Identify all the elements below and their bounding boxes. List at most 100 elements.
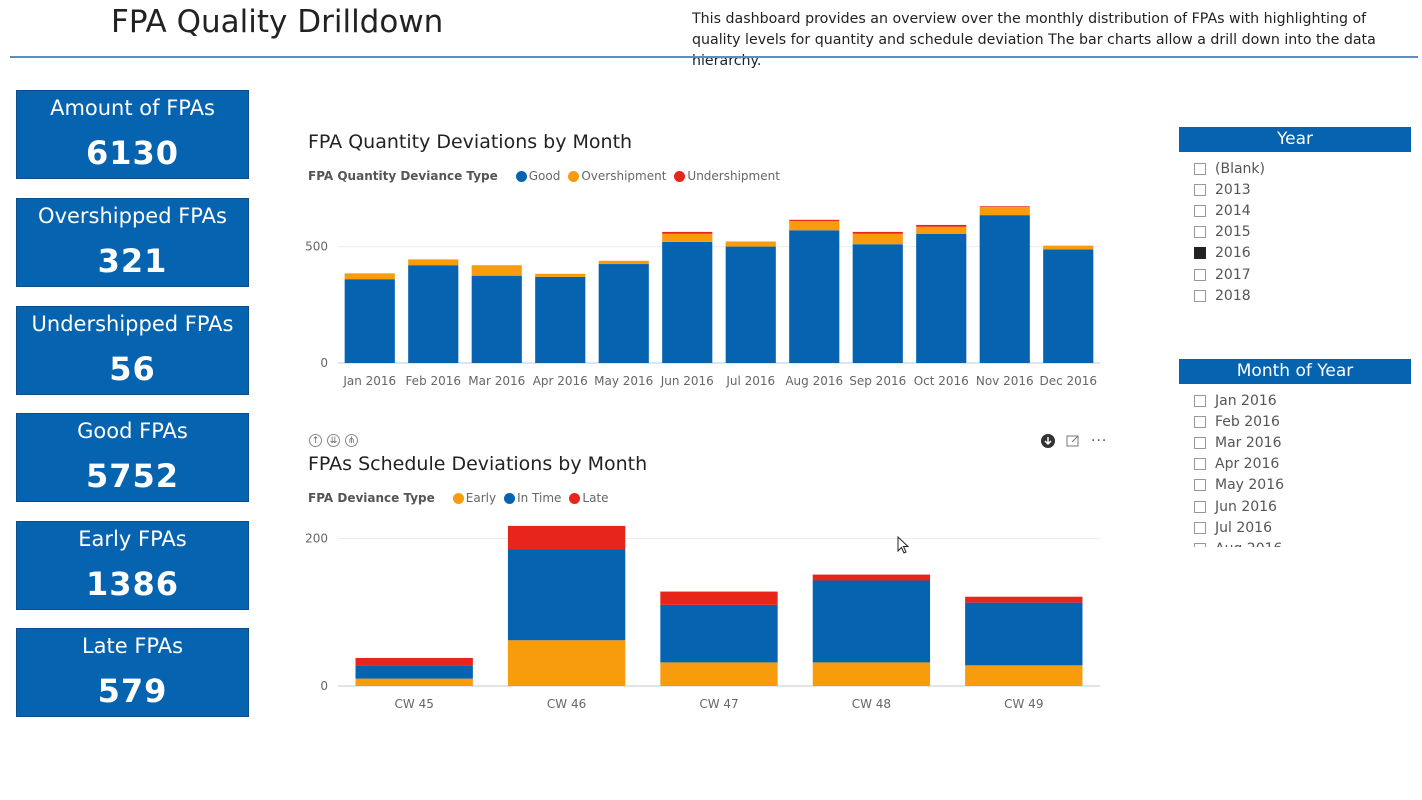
- legend-item-undershipment[interactable]: Undershipment: [674, 169, 780, 183]
- kpi-card-late[interactable]: Late FPAs 579: [16, 628, 249, 717]
- bar-segment-overshipment[interactable]: [725, 241, 776, 247]
- kpi-card-undershipped[interactable]: Undershipped FPAs 56: [16, 306, 249, 395]
- checkbox[interactable]: [1194, 479, 1206, 492]
- legend-item-late[interactable]: Late: [569, 491, 609, 505]
- year-slicer-item[interactable]: 2014: [1194, 200, 1411, 221]
- year-slicer-item[interactable]: (Blank): [1194, 158, 1411, 179]
- bar-segment-overshipment[interactable]: [471, 265, 522, 276]
- bar-segment-overshipment[interactable]: [344, 273, 395, 280]
- checkbox[interactable]: [1194, 436, 1206, 449]
- checkbox[interactable]: [1194, 415, 1206, 428]
- kpi-card-early[interactable]: Early FPAs 1386: [16, 521, 249, 610]
- bar-segment-early[interactable]: [812, 662, 931, 686]
- legend-item-in-time[interactable]: In Time: [504, 491, 561, 505]
- bar-segment-late[interactable]: [507, 525, 626, 550]
- more-options-icon[interactable]: ···: [1091, 433, 1108, 449]
- year-slicer-item[interactable]: 2017: [1194, 264, 1411, 285]
- checkbox[interactable]: [1194, 268, 1206, 281]
- checkbox[interactable]: [1194, 394, 1206, 407]
- bar-segment-early[interactable]: [965, 665, 1083, 686]
- bar-segment-overshipment[interactable]: [408, 259, 459, 266]
- bar-segment-overshipment[interactable]: [916, 226, 967, 234]
- month-slicer-item[interactable]: Jan 2016: [1194, 390, 1411, 411]
- bar-segment-overshipment[interactable]: [598, 260, 649, 265]
- checkbox[interactable]: [1194, 247, 1206, 260]
- quantity-chart[interactable]: 0 500 Jan 2016 Feb 2016 Mar 2016 Apr 2016 May …: [300, 200, 1110, 400]
- checkbox[interactable]: [1194, 521, 1206, 534]
- bar-segment-undershipment[interactable]: [852, 231, 903, 234]
- bar-segment-in-time[interactable]: [965, 602, 1083, 666]
- bar-segment-good[interactable]: [789, 230, 840, 363]
- bar-segment-good[interactable]: [916, 233, 967, 363]
- bar-segment-undershipment[interactable]: [662, 231, 713, 234]
- year-slicer-item[interactable]: 2018: [1194, 285, 1411, 306]
- bar-segment-late[interactable]: [660, 591, 778, 605]
- bar-segment-good[interactable]: [344, 279, 395, 363]
- bar-segment-good[interactable]: [471, 275, 522, 363]
- bar-segment-in-time[interactable]: [660, 604, 778, 663]
- month-slicer-item[interactable]: Mar 2016: [1194, 432, 1411, 453]
- bar-segment-overshipment[interactable]: [852, 233, 903, 245]
- bar-segment-late[interactable]: [965, 596, 1083, 603]
- checkbox[interactable]: [1194, 542, 1206, 547]
- bar-segment-in-time[interactable]: [355, 665, 473, 679]
- bar-segment-good[interactable]: [535, 276, 586, 363]
- year-slicer-item[interactable]: 2013: [1194, 179, 1411, 200]
- month-slicer-item[interactable]: Apr 2016: [1194, 454, 1411, 475]
- bar-segment-early[interactable]: [355, 678, 473, 686]
- bar-segment-overshipment[interactable]: [789, 220, 840, 231]
- quantity-chart-legend: FPA Quantity Deviance Type Good Overship…: [308, 169, 788, 183]
- legend-item-good[interactable]: Good: [515, 169, 560, 183]
- checkbox[interactable]: [1194, 204, 1206, 217]
- bar-segment-overshipment[interactable]: [535, 273, 586, 277]
- x-tick-label: Feb 2016: [405, 374, 461, 388]
- bar-segment-late[interactable]: [812, 574, 931, 581]
- year-slicer-item[interactable]: 2016: [1194, 243, 1411, 264]
- checkbox[interactable]: [1194, 458, 1206, 471]
- bar-segment-undershipment[interactable]: [916, 224, 967, 227]
- legend-item-overshipment[interactable]: Overshipment: [568, 169, 666, 183]
- month-slicer-item[interactable]: Feb 2016: [1194, 411, 1411, 432]
- bar-segment-undershipment[interactable]: [979, 206, 1030, 207]
- kpi-card-good[interactable]: Good FPAs 5752: [16, 413, 249, 502]
- year-slicer-item[interactable]: 2015: [1194, 222, 1411, 243]
- month-slicer-item[interactable]: Jun 2016: [1194, 496, 1411, 517]
- year-slicer-item-label: (Blank): [1215, 160, 1265, 177]
- kpi-card-amount[interactable]: Amount of FPAs 6130: [16, 90, 249, 179]
- checkbox[interactable]: [1194, 226, 1206, 239]
- bar-segment-overshipment[interactable]: [979, 206, 1030, 216]
- checkbox[interactable]: [1194, 162, 1206, 175]
- month-slicer-item[interactable]: Aug 2016: [1194, 538, 1411, 547]
- bar-segment-late[interactable]: [355, 657, 473, 666]
- bar-segment-early[interactable]: [507, 640, 626, 686]
- bar-segment-good[interactable]: [598, 264, 649, 363]
- checkbox[interactable]: [1194, 183, 1206, 196]
- expand-hierarchy-icon[interactable]: ⋔: [345, 434, 358, 447]
- bar-segment-good[interactable]: [408, 265, 459, 363]
- month-slicer: Month of Year Jan 2016 Feb 2016 Mar 2016 Ap…: [1179, 359, 1411, 547]
- bar-segment-good[interactable]: [1043, 249, 1094, 363]
- month-slicer-list[interactable]: Jan 2016 Feb 2016 Mar 2016 Apr 2016 May 2016…: [1179, 390, 1411, 547]
- bar-segment-overshipment[interactable]: [662, 233, 713, 242]
- bar-segment-undershipment[interactable]: [789, 219, 840, 221]
- bar-segment-in-time[interactable]: [812, 580, 931, 663]
- focus-mode-icon[interactable]: [1066, 434, 1080, 448]
- month-slicer-item[interactable]: May 2016: [1194, 475, 1411, 496]
- drill-down-icon[interactable]: ⇊: [327, 434, 340, 447]
- legend-label: Early: [465, 491, 497, 505]
- bar-segment-good[interactable]: [725, 246, 776, 363]
- bar-segment-overshipment[interactable]: [1043, 245, 1094, 250]
- bar-segment-good[interactable]: [979, 215, 1030, 363]
- bar-segment-early[interactable]: [660, 662, 778, 686]
- bar-segment-in-time[interactable]: [507, 549, 626, 641]
- legend-item-early[interactable]: Early: [452, 491, 497, 505]
- drill-mode-icon[interactable]: [1041, 434, 1055, 448]
- schedule-chart[interactable]: 0 200 CW 45 CW 46 CW 47 CW 48 CW 49: [300, 520, 1110, 720]
- bar-segment-good[interactable]: [662, 241, 713, 363]
- checkbox[interactable]: [1194, 500, 1206, 513]
- kpi-card-overshipped[interactable]: Overshipped FPAs 321: [16, 198, 249, 287]
- month-slicer-item[interactable]: Jul 2016: [1194, 517, 1411, 538]
- checkbox[interactable]: [1194, 289, 1206, 302]
- bar-segment-good[interactable]: [852, 244, 903, 363]
- drill-up-icon[interactable]: ↑: [309, 434, 322, 447]
